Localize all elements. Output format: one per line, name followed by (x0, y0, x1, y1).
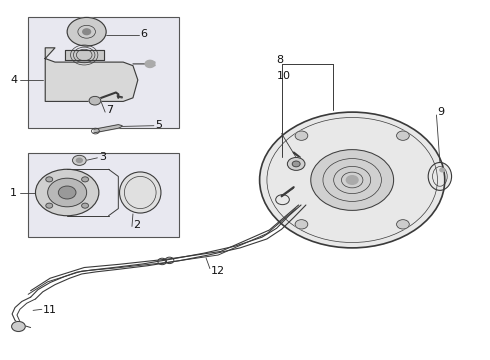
Circle shape (295, 220, 308, 229)
Text: 10: 10 (277, 71, 291, 81)
Circle shape (58, 186, 76, 199)
Text: 9: 9 (438, 107, 444, 117)
Polygon shape (65, 50, 104, 60)
Text: 11: 11 (43, 305, 57, 315)
Polygon shape (45, 48, 138, 102)
Ellipse shape (428, 162, 452, 190)
Circle shape (83, 29, 91, 35)
Ellipse shape (120, 172, 161, 213)
Circle shape (288, 157, 305, 170)
Text: 5: 5 (155, 120, 162, 130)
Circle shape (82, 177, 89, 182)
Text: 12: 12 (211, 266, 225, 276)
Circle shape (396, 220, 409, 229)
Circle shape (311, 150, 393, 210)
Text: 1: 1 (10, 188, 17, 198)
Text: 2: 2 (133, 220, 140, 230)
Text: 3: 3 (99, 152, 106, 162)
Circle shape (67, 18, 106, 46)
Circle shape (295, 131, 308, 140)
Circle shape (89, 96, 101, 105)
Polygon shape (94, 125, 122, 133)
Circle shape (260, 112, 445, 248)
Circle shape (46, 177, 52, 182)
Circle shape (73, 156, 86, 165)
Circle shape (76, 158, 82, 162)
Circle shape (82, 203, 89, 208)
Circle shape (35, 169, 99, 216)
Text: 6: 6 (140, 28, 147, 39)
Circle shape (12, 321, 25, 332)
Text: 8: 8 (277, 55, 284, 65)
Circle shape (145, 60, 155, 67)
Circle shape (440, 168, 445, 172)
Circle shape (346, 176, 358, 184)
Circle shape (46, 203, 52, 208)
Text: 4: 4 (10, 75, 17, 85)
Bar (28, 18, 179, 128)
Circle shape (292, 161, 300, 167)
Circle shape (48, 178, 87, 207)
Text: 7: 7 (106, 105, 113, 115)
Circle shape (396, 131, 409, 140)
Bar (28, 153, 179, 237)
